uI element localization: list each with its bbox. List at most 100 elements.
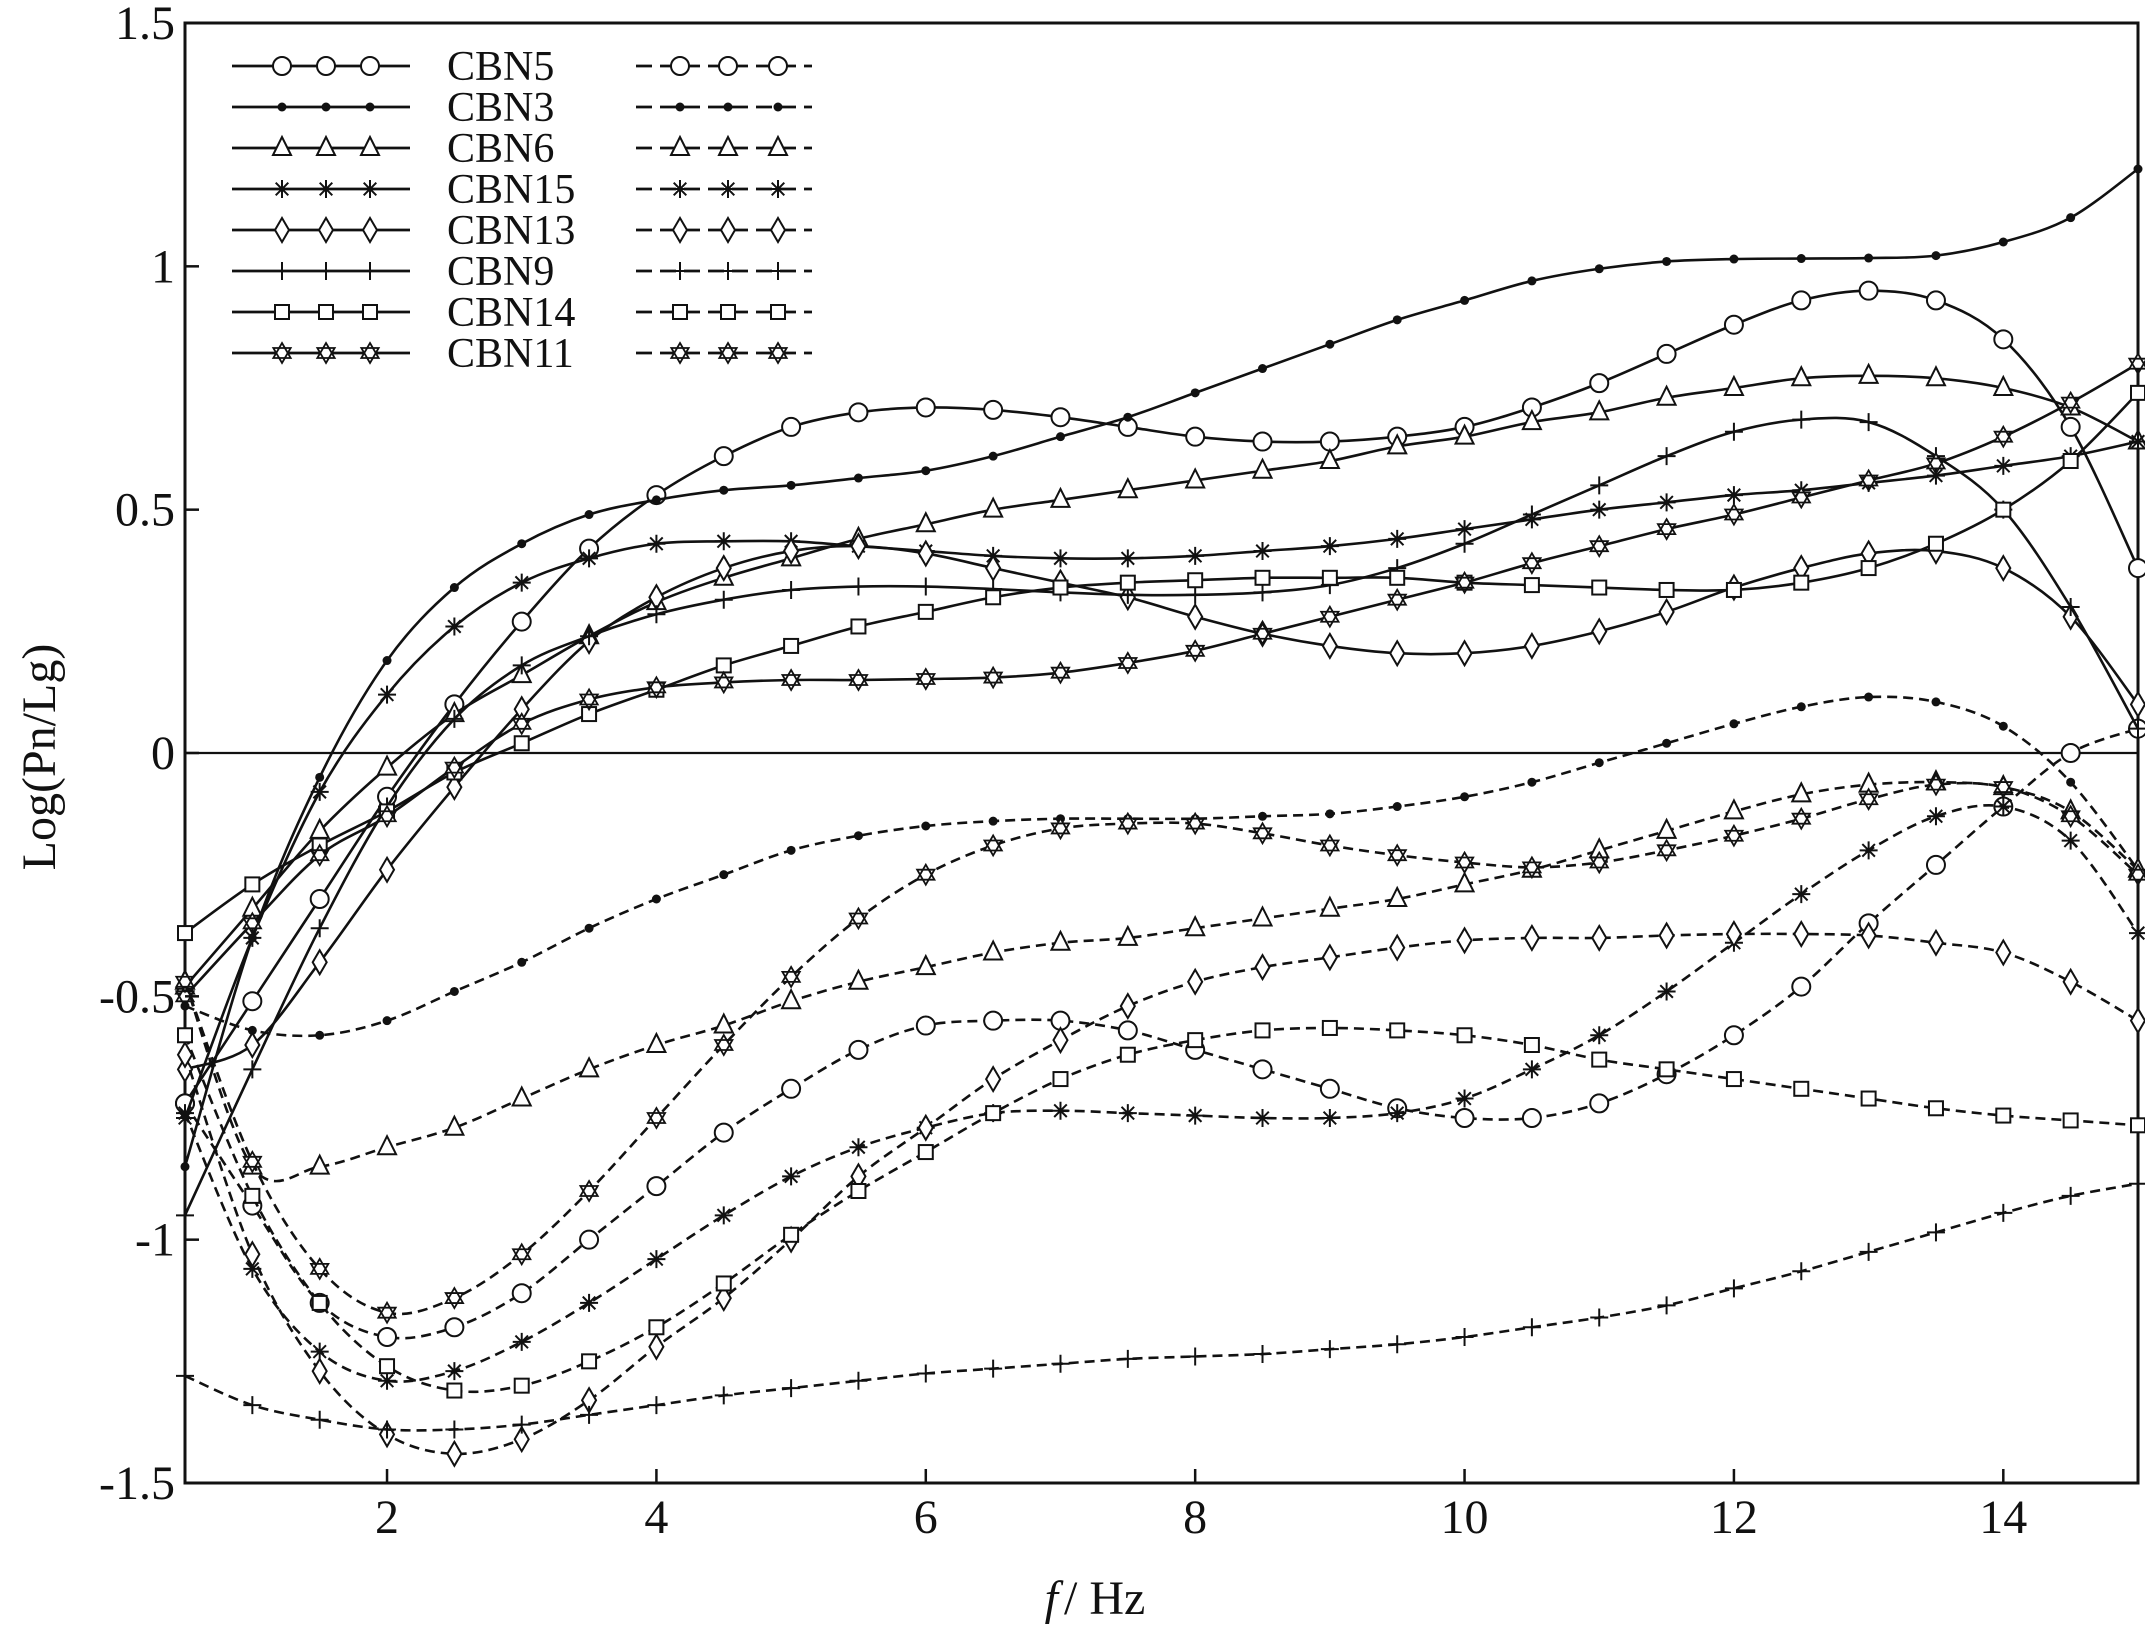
data-point-square [1321,1019,1338,1036]
data-point-asterisk [2129,924,2145,943]
legend-item-cbn6: CBN6 [222,126,812,172]
data-point-star [2060,390,2081,415]
data-point-circle [444,1317,465,1338]
data-point-dot [1258,364,1268,374]
data-point-diamond [1254,953,1271,982]
data-point-triangle [1319,895,1341,917]
data-point-diamond [2129,1006,2145,1035]
legend-label: CBN13 [447,208,575,254]
data-point-dot [1325,339,1335,349]
data-point-circle [309,889,330,909]
data-point-plus [243,1396,262,1415]
data-point-star [1723,502,1745,527]
data-point-triangle [511,1085,533,1107]
data-point-plus [2129,1174,2145,1193]
data-point-square [1927,1100,1944,1117]
data-point-square [311,1294,328,1311]
y-tick-label: 0 [151,727,175,780]
legend-marker-triangle [271,134,293,156]
series-line-cbn5-dashed [183,727,2139,1340]
y-axis-label: Log(Pn/Lg) [13,644,66,871]
data-point-diamond [2062,967,2079,996]
x-tick-label: 10 [1441,1491,1489,1544]
legend-marker-asterisk [719,180,737,198]
data-point-diamond [1456,639,1473,668]
data-point-triangle [1251,457,1274,479]
legend-item-cbn9: CBN9 [222,249,812,295]
data-point-star [1386,843,1408,868]
data-point-diamond [984,1065,1002,1094]
data-point-diamond [446,1439,463,1468]
x-tick-label: 12 [1710,1491,1758,1544]
data-point-asterisk [378,685,397,704]
data-point-diamond [1591,617,1608,646]
legend-marker-square [318,304,334,320]
data-point-diamond [1793,920,1810,949]
data-point-asterisk [445,1362,464,1381]
series-cbn3-dashed [180,692,2143,1040]
data-point-plus [1118,1349,1137,1368]
series-cbn3-solid [180,164,2143,1172]
data-point-triangle [1453,871,1476,893]
data-point-plus [1320,1340,1339,1359]
data-point-asterisk [2129,432,2145,451]
data-point-dot [315,772,325,782]
data-point-square [177,1027,193,1044]
legend-marker-circle [670,56,690,76]
data-point-star [1386,587,1408,612]
data-point-asterisk [310,1342,329,1361]
data-point-square [2062,453,2079,469]
legend-label: CBN5 [447,44,554,90]
data-point-asterisk [378,1371,397,1390]
data-point-circle [781,1078,802,1099]
legend-marker-dot [773,102,783,112]
y-tick-label: 0.5 [115,484,175,537]
legend-label: CBN3 [447,85,554,131]
data-point-asterisk [445,617,464,636]
legend-marker-dot [723,102,733,112]
data-point-star [444,755,465,780]
data-point-dot [853,473,863,483]
data-point-dot [921,821,931,831]
data-point-dot [1392,315,1402,325]
data-point-star [1117,651,1139,675]
data-point-triangle [1521,408,1543,431]
data-point-diamond [1321,943,1339,972]
data-point-star [646,1106,667,1130]
data-point-circle [848,1039,869,1060]
data-point-circle [1993,329,2014,350]
data-point-plus [1724,422,1743,441]
data-point-circle [1925,290,1946,311]
data-point-circle [1858,280,1879,301]
data-point-asterisk [512,1332,531,1351]
data-point-plus [1724,1279,1743,1298]
data-point-dot [1931,251,1941,261]
data-point-dot [853,831,863,841]
data-point-diamond [1389,933,1406,962]
data-point-triangle [1655,817,1678,839]
x-tick-label: 2 [375,1491,399,1544]
data-point-triangle [1386,885,1408,907]
data-point-asterisk [1118,1104,1137,1123]
series-cbn9-dashed [176,1174,2145,1439]
data-point-dot [2066,777,2076,787]
data-point-asterisk [1118,549,1137,568]
data-point-square [581,1353,598,1370]
legend-marker-dot [277,102,287,112]
data-point-circle [2128,558,2145,579]
data-point-square [2130,384,2145,401]
data-point-diamond [244,1031,261,1059]
legend-marker-square [362,304,378,320]
data-point-plus [916,577,935,596]
data-point-plus [2061,1186,2080,1205]
legend-marker-diamond [273,216,291,244]
data-point-star [2127,351,2145,376]
data-point-plus [849,1371,868,1390]
data-point-square [1321,569,1338,586]
data-point-diamond [311,948,328,977]
data-point-circle [579,1229,600,1250]
data-point-dot [1392,802,1402,812]
data-point-star [1252,821,1273,846]
data-point-square [1793,1080,1810,1097]
series-cbn13-solid [176,532,2145,1084]
